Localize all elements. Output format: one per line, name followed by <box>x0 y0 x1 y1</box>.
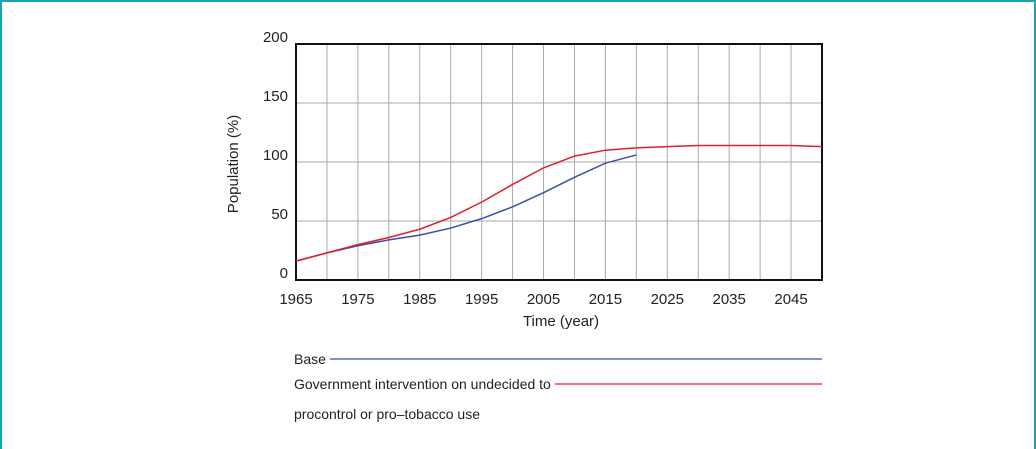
x-tick-label: 2025 <box>651 291 684 308</box>
y-tick-label: 150 <box>263 88 288 105</box>
x-tick-label: 1995 <box>465 291 498 308</box>
x-tick-label: 1975 <box>341 291 374 308</box>
y-tick-label: 50 <box>271 206 288 223</box>
x-tick-label: 2015 <box>589 291 622 308</box>
x-axis-label: Time (year) <box>523 313 599 330</box>
x-tick-label: 1965 <box>279 291 312 308</box>
x-tick-label: 2005 <box>527 291 560 308</box>
legend-entry: Government intervention on undecided to … <box>294 376 551 422</box>
line-series <box>295 144 823 262</box>
y-tick-label: 200 <box>263 29 288 46</box>
plot-border <box>295 43 823 281</box>
x-tick-label: 2035 <box>712 291 745 308</box>
y-tick-label: 0 <box>280 265 288 282</box>
x-tick-label: 1985 <box>403 291 436 308</box>
y-axis-label: Population (%) <box>225 115 242 213</box>
legend-entry: Base <box>294 351 326 367</box>
y-tick-label: 100 <box>263 147 288 164</box>
line-series <box>295 154 637 262</box>
x-tick-label: 2045 <box>774 291 807 308</box>
